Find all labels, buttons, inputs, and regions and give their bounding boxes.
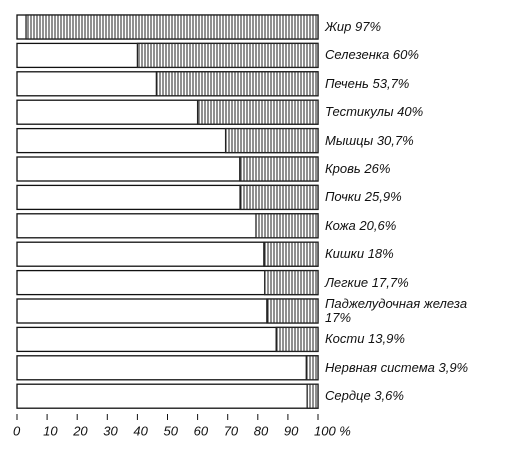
x-tick-label: 20	[72, 423, 88, 438]
value-label: 53,7%	[372, 75, 410, 91]
bar	[239, 156, 319, 182]
value-label: 3,6%	[374, 388, 404, 404]
bar-label: Кишки 18%	[325, 247, 485, 261]
category-label: Кровь	[325, 161, 361, 176]
bar	[264, 269, 319, 296]
x-tick-label: 10	[43, 423, 58, 438]
bar	[263, 241, 319, 267]
x-tick-label: 90	[284, 423, 299, 438]
bar-label: Кровь 26%	[325, 162, 485, 176]
value-label: 20,6%	[359, 217, 397, 233]
category-label: Тестикулы	[325, 104, 394, 120]
x-tick-label: 80	[254, 423, 269, 438]
bar	[305, 355, 319, 381]
bar	[306, 383, 319, 409]
bar	[136, 42, 319, 69]
value-label: 40%	[397, 104, 424, 120]
category-label: Печень	[325, 75, 369, 91]
category-label: Кишки	[325, 246, 365, 262]
x-tick-label: 50	[164, 423, 179, 438]
bar-label: Жир 97%	[325, 20, 485, 34]
category-label: Легкие	[325, 274, 369, 290]
x-tick-label: 70	[224, 423, 239, 438]
bar	[25, 14, 319, 40]
value-label: 3,9%	[438, 359, 469, 375]
bar-frame	[16, 326, 319, 353]
bar-label: Нервная система 3,9%	[325, 359, 485, 375]
value-label: 30,7%	[376, 132, 414, 148]
category-label: Селезенка	[325, 47, 390, 63]
bar-label: Мышцы 30,7%	[325, 132, 485, 148]
bar-label: Печень 53,7%	[325, 75, 485, 91]
value-label: 17%	[325, 310, 352, 325]
bar-label: Почки 25,9%	[325, 190, 485, 204]
bar-label: Кожа 20,6%	[325, 217, 485, 233]
value-label: 17,7%	[371, 274, 409, 290]
bar	[224, 127, 319, 154]
value-label: 13,9%	[368, 331, 405, 347]
x-tick-label: 40	[133, 423, 148, 438]
value-label: 60%	[392, 47, 419, 63]
bar-frame	[16, 383, 319, 409]
category-label: Мышцы	[325, 132, 374, 148]
bar-label: Кости 13,9%	[325, 332, 485, 346]
bar	[255, 213, 319, 239]
bar-label: Паджелудочная железа 17%	[325, 297, 485, 325]
x-tick-label: 100 %	[314, 423, 351, 438]
value-label: 25,9%	[364, 189, 402, 205]
bar	[266, 298, 319, 324]
bar	[275, 326, 319, 353]
category-label: Нервная система	[325, 359, 435, 375]
bar	[196, 99, 319, 125]
bar-frame	[16, 355, 319, 381]
value-label: 97%	[355, 19, 382, 34]
x-tick-label: 30	[103, 423, 118, 438]
category-label: Кожа	[325, 217, 356, 233]
value-label: 18%	[367, 246, 394, 262]
x-tick-label: 0	[13, 423, 21, 438]
bar-label: Тестикулы 40%	[325, 105, 485, 119]
bar	[239, 184, 319, 211]
value-label: 26%	[364, 161, 391, 176]
bar	[155, 71, 319, 97]
x-tick-label: 60	[194, 423, 209, 438]
bar-label: Легкие 17,7%	[325, 274, 485, 290]
category-label: Жир	[325, 19, 352, 34]
category-label: Почки	[325, 189, 362, 205]
bar-label: Селезенка 60%	[325, 48, 485, 62]
bar-label: Сердце 3,6%	[325, 389, 485, 403]
category-label: Сердце	[325, 388, 371, 404]
category-label: Кости	[325, 331, 365, 347]
category-label: Паджелудочная железа	[325, 296, 468, 311]
